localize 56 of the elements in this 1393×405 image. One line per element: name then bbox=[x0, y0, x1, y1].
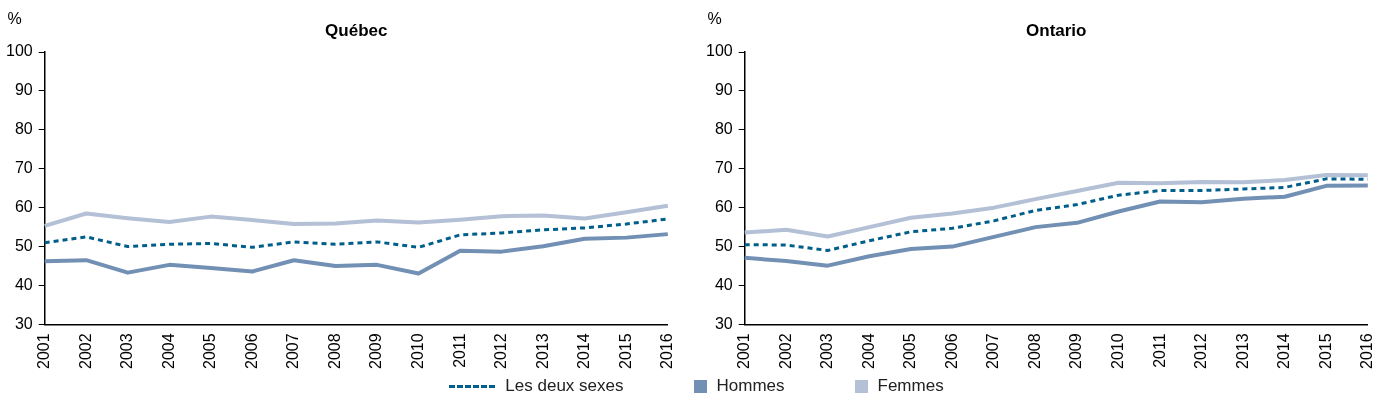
line-series bbox=[743, 177, 1370, 252]
y-tick-label: 40 bbox=[14, 275, 33, 293]
y-tick-label: 70 bbox=[14, 159, 33, 177]
x-tick-label: 2002 bbox=[76, 333, 94, 369]
x-tick-label: 2012 bbox=[492, 333, 510, 369]
y-tick-label: 60 bbox=[14, 198, 33, 216]
x-tick-label: 2013 bbox=[533, 333, 551, 369]
x-tick-label: 2005 bbox=[901, 333, 919, 369]
y-tick-label: 100 bbox=[705, 42, 733, 60]
y-tick-label: 90 bbox=[14, 81, 33, 99]
y-tick-label: 30 bbox=[714, 314, 733, 332]
legend-label: Hommes bbox=[716, 376, 785, 396]
x-tick-label: 2004 bbox=[159, 333, 177, 369]
x-tick-label: 2014 bbox=[575, 333, 593, 369]
y-tick-label: 80 bbox=[14, 120, 33, 138]
y-tick-label: 90 bbox=[714, 81, 733, 99]
x-tick-label: 2015 bbox=[1316, 333, 1334, 369]
x-tick-label: 2006 bbox=[942, 333, 960, 369]
x-tick-label: 2005 bbox=[201, 333, 219, 369]
x-tick-label: 2011 bbox=[450, 333, 468, 368]
x-tick-label: 2016 bbox=[658, 333, 676, 369]
x-tick-label: 2009 bbox=[367, 333, 385, 369]
x-tick-label: 2003 bbox=[818, 333, 836, 369]
x-tick-label: 2009 bbox=[1067, 333, 1085, 369]
x-tick-label: 2003 bbox=[118, 333, 136, 369]
x-tick-label: 2011 bbox=[1150, 333, 1168, 368]
x-tick-label: 2014 bbox=[1275, 333, 1293, 369]
chart-title: Ontario bbox=[1026, 21, 1087, 40]
x-tick-label: 2006 bbox=[242, 333, 260, 369]
y-tick-label: 70 bbox=[714, 159, 733, 177]
x-tick-label: 2007 bbox=[984, 333, 1002, 369]
y-axis-title: % bbox=[707, 10, 722, 27]
x-tick-label: 2010 bbox=[1108, 333, 1126, 369]
x-tick-label: 2008 bbox=[325, 333, 343, 369]
y-tick-label: 50 bbox=[14, 236, 33, 254]
y-tick-label: 80 bbox=[714, 120, 733, 138]
x-tick-label: 2004 bbox=[859, 333, 877, 369]
x-tick-label: 2007 bbox=[284, 333, 302, 369]
y-tick-label: 60 bbox=[714, 198, 733, 216]
x-tick-label: 2012 bbox=[1192, 333, 1210, 369]
chart-title: Québec bbox=[325, 21, 388, 40]
y-tick-label: 30 bbox=[14, 314, 33, 332]
y-tick-label: 50 bbox=[714, 236, 733, 254]
y-tick-label: 100 bbox=[5, 42, 33, 60]
legend-label: Femmes bbox=[877, 376, 944, 396]
legend-label: Les deux sexes bbox=[505, 376, 624, 396]
x-tick-label: 2016 bbox=[1358, 333, 1376, 369]
y-axis-title: % bbox=[7, 10, 22, 27]
x-tick-label: 2001 bbox=[35, 333, 53, 369]
x-tick-label: 2002 bbox=[776, 333, 794, 369]
x-tick-label: 2013 bbox=[1233, 333, 1251, 369]
x-tick-label: 2015 bbox=[616, 333, 634, 369]
x-tick-label: 2001 bbox=[735, 333, 753, 369]
y-tick-label: 40 bbox=[714, 275, 733, 293]
x-tick-label: 2008 bbox=[1025, 333, 1043, 369]
x-tick-label: 2010 bbox=[408, 333, 426, 369]
